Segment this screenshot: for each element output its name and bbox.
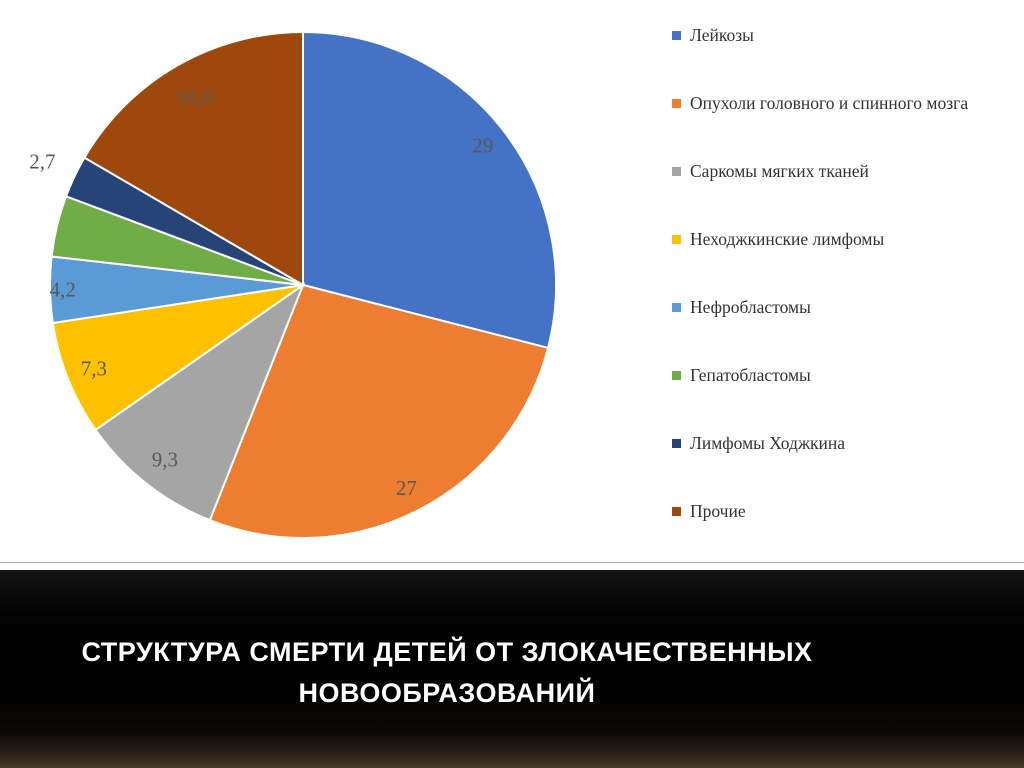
pie-slice-2 <box>94 282 306 522</box>
pie-data-label-6: 2,7 <box>29 149 55 173</box>
pie-data-label-1: 27 <box>396 476 417 500</box>
pie-slice-1 <box>208 283 550 539</box>
legend-item-4: Нефробластомы <box>672 296 992 319</box>
slide-title-line2: НОВООБРАЗОВАНИЙ <box>298 678 596 708</box>
legend-item-5: Гепатобластомы <box>672 364 992 387</box>
legend-label: Лейкозы <box>690 25 754 45</box>
title-band: СТРУКТУРА СМЕРТИ ДЕТЕЙ ОТ ЗЛОКАЧЕСТВЕННЫ… <box>0 570 1024 768</box>
legend-label: Гепатобластомы <box>690 365 811 385</box>
slide-title: СТРУКТУРА СМЕРТИ ДЕТЕЙ ОТ ЗЛОКАЧЕСТВЕННЫ… <box>0 632 894 714</box>
chart-legend: Лейкозы Опухоли головного и спинного мозг… <box>672 24 992 523</box>
pie-data-label-3: 7,3 <box>81 357 107 381</box>
legend-label: Нефробластомы <box>690 297 811 317</box>
legend-item-3: Неходжкинские лимфомы <box>672 228 992 251</box>
legend-swatch-icon <box>672 167 681 176</box>
legend-label: Опухоли головного и спинного мозга <box>690 93 969 113</box>
slide-title-line1: СТРУКТУРА СМЕРТИ ДЕТЕЙ ОТ ЗЛОКАЧЕСТВЕННЫ… <box>81 637 813 667</box>
legend-swatch-icon <box>672 507 681 516</box>
legend-label: Прочие <box>690 501 746 521</box>
legend-swatch-icon <box>672 235 681 244</box>
pie-data-label-4: 4,2 <box>50 278 76 302</box>
legend-label: Лимфомы Ходжкина <box>690 433 846 453</box>
pie-chart-area: 29 27 9,3 7,3 4,2 2,7 16,6 Лейкозы Опухоли голо… <box>29 24 992 539</box>
legend-swatch-icon <box>672 31 681 40</box>
legend-swatch-icon <box>672 439 681 448</box>
pie-chart: 29 27 9,3 7,3 4,2 2,7 16,6 <box>29 30 557 539</box>
divider-line <box>0 562 1024 563</box>
legend-item-1: Опухоли головного и спинного мозга <box>672 92 992 115</box>
pie-slice-3 <box>51 284 304 432</box>
legend-swatch-icon <box>672 371 681 380</box>
pie-slice-0 <box>302 30 557 350</box>
pie-data-label-7: 16,6 <box>176 84 213 108</box>
pie-data-label-0: 29 <box>472 133 493 157</box>
legend-item-0: Лейкозы <box>672 24 992 47</box>
pie-data-label-2: 9,3 <box>152 448 178 472</box>
legend-item-7: Прочие <box>672 500 992 523</box>
legend-label: Саркомы мягких тканей <box>690 161 869 181</box>
legend-label: Неходжкинские лимфомы <box>690 229 885 249</box>
legend-item-2: Саркомы мягких тканей <box>672 160 992 183</box>
legend-swatch-icon <box>672 99 681 108</box>
legend-item-6: Лимфомы Ходжкина <box>672 432 992 455</box>
legend-swatch-icon <box>672 303 681 312</box>
pie-slice-7 <box>83 30 304 287</box>
